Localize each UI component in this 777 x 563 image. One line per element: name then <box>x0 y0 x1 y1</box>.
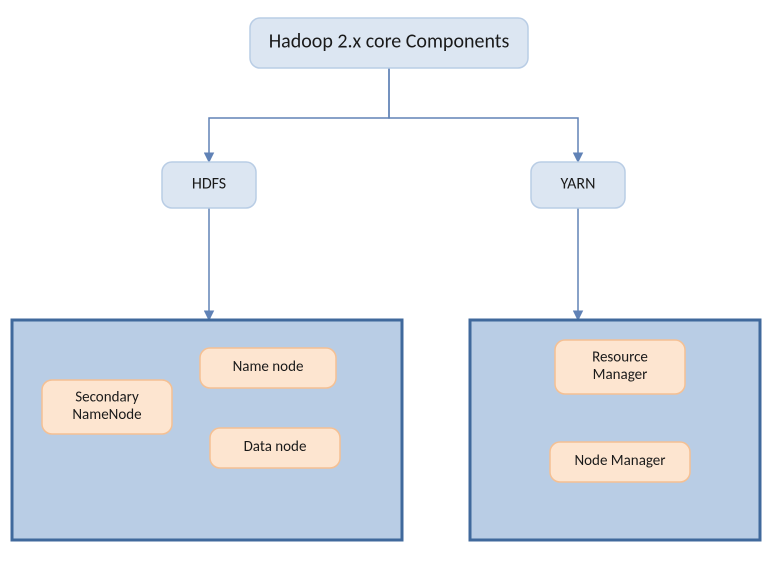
node-hdfs-label: HDFS <box>192 174 226 193</box>
node-secnn-label: Secondary <box>75 389 139 407</box>
node-yarn-label: YARN <box>561 174 596 193</box>
node-rm-label: Manager <box>593 366 648 384</box>
node-rm-label: Resource <box>592 349 648 367</box>
node-datanode-label: Data node <box>244 438 307 456</box>
node-root-label: Hadoop 2.x core Components <box>269 29 510 53</box>
edge-root-hdfs <box>209 68 389 162</box>
node-secnn-label: NameNode <box>72 406 141 424</box>
edge-root-yarn <box>389 68 578 162</box>
diagram-canvas: Hadoop 2.x core Components HDFS YARN Name n… <box>0 0 777 563</box>
node-namenode-label: Name node <box>233 358 304 376</box>
node-nm-label: Node Manager <box>574 452 665 470</box>
